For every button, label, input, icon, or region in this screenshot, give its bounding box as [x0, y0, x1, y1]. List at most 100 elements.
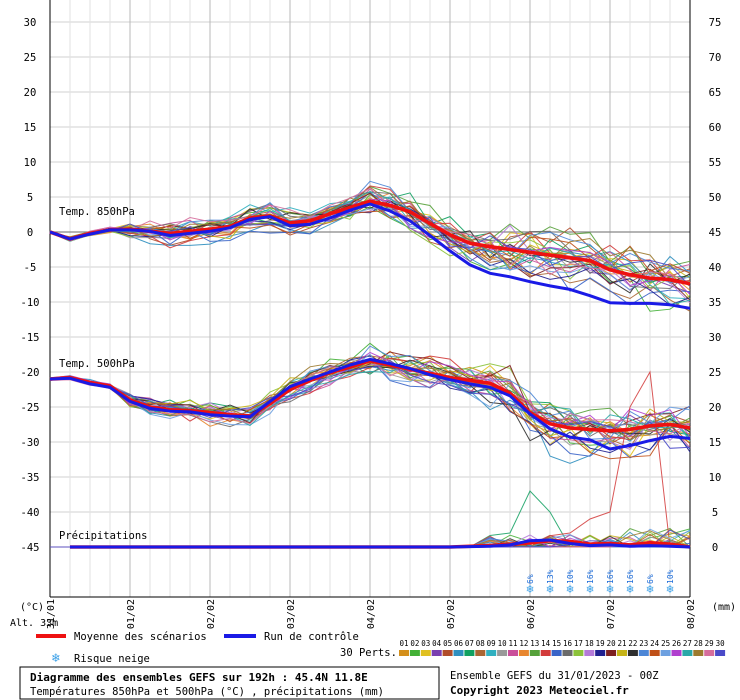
- snow-icon: ❄: [526, 582, 533, 596]
- left-tick-label: -10: [21, 297, 40, 309]
- pert-swatch: [649, 650, 660, 656]
- footer-copyright: Copyright 2023 Meteociel.fr: [450, 684, 629, 697]
- left-tick-label: 15: [24, 122, 37, 134]
- pert-swatch: [486, 650, 497, 656]
- pert-number: 24: [650, 639, 660, 648]
- pert-number: 22: [628, 639, 637, 648]
- pert-swatch: [704, 650, 715, 656]
- left-tick-label: -5: [24, 262, 37, 274]
- pert-swatch: [693, 650, 704, 656]
- snow-risk-percent: 10%: [666, 569, 675, 584]
- left-tick-label: -25: [21, 402, 40, 414]
- right-tick-label: 70: [709, 52, 722, 64]
- pert-number: 03: [421, 639, 430, 648]
- pert-swatch: [420, 650, 431, 656]
- pert-swatch: [715, 650, 726, 656]
- snow-icon: ❄: [666, 582, 673, 596]
- left-tick-label: -15: [21, 332, 40, 344]
- right-tick-label: 40: [709, 262, 722, 274]
- pert-swatch: [508, 650, 518, 656]
- pert-number: 09: [487, 639, 496, 648]
- legend-control-label: Run de contrôle: [264, 631, 359, 643]
- snow-risk-percent: 16%: [586, 569, 595, 584]
- footer-run: Ensemble GEFS du 31/01/2023 - 00Z: [450, 670, 659, 682]
- snow-icon: ❄: [626, 582, 633, 596]
- right-tick-label: 50: [709, 192, 722, 204]
- legend-snow-label: Risque neige: [74, 653, 150, 665]
- pert-swatch: [431, 650, 442, 656]
- pert-number: 02: [410, 639, 419, 648]
- control-line: [70, 538, 691, 549]
- right-tick-label: 30: [709, 332, 722, 344]
- x-date-label: 04/02: [366, 599, 377, 629]
- pert-line: [49, 192, 691, 301]
- right-tick-label: 10: [709, 472, 722, 484]
- left-tick-label: 20: [24, 87, 37, 99]
- left-axis-ticks: 30 25 20 15 10 5 0 -5 -10 -15 -20 -25 -30 -35 -40 -45: [21, 17, 40, 554]
- left-tick-label: -35: [21, 472, 40, 484]
- legend-snow-icon: ❄: [51, 651, 60, 666]
- snow-risk-percent: 6%: [526, 574, 535, 584]
- legend-perts-label: 30 Perts.: [340, 647, 397, 659]
- pert-number: 21: [617, 639, 626, 648]
- snow-icon: ❄: [586, 582, 593, 596]
- pert-number: 17: [574, 639, 583, 648]
- footer-subtitle: Températures 850hPa et 500hPa (°C) , pré…: [30, 686, 384, 698]
- pert-swatch: [617, 650, 627, 656]
- pert-line: [49, 180, 691, 272]
- control-line: [49, 357, 691, 451]
- left-tick-label: 0: [27, 227, 33, 239]
- right-tick-label: 15: [709, 437, 722, 449]
- section-labels: Temp. 850hPa Temp. 500hPa Précipitations: [59, 206, 148, 542]
- pert-swatch: [399, 650, 409, 656]
- altitude-label: Alt. 33m: [10, 618, 58, 629]
- pert-swatch: [682, 650, 693, 656]
- left-tick-label: -30: [21, 437, 40, 449]
- left-tick-label: -40: [21, 507, 40, 519]
- pert-swatch: [573, 650, 584, 656]
- right-tick-label: 65: [709, 87, 722, 99]
- snow-risk-percent: 6%: [646, 574, 655, 584]
- section-label: Temp. 850hPa: [59, 206, 135, 218]
- snow-icon: ❄: [606, 582, 613, 596]
- pert-line: [49, 363, 691, 449]
- chart-grid: [49, 0, 691, 598]
- pert-number: 23: [639, 639, 648, 648]
- right-tick-label: 5: [712, 507, 718, 519]
- pert-number: 05: [443, 639, 452, 648]
- x-axis-dates: 31/01 01/02 02/02 03/02 04/02 05/02 06/02 07/02…: [46, 599, 697, 629]
- pert-swatch: [638, 650, 649, 656]
- pert-swatch: [464, 650, 475, 656]
- pert-swatch: [518, 650, 529, 656]
- pert-number: 28: [694, 639, 704, 648]
- left-tick-label: 25: [24, 52, 37, 64]
- snow-icon: ❄: [566, 582, 573, 596]
- pert-swatch: [627, 650, 638, 656]
- pert-number: 04: [432, 639, 442, 648]
- snow-risk-markers: 6%❄13%❄10%❄16%❄16%❄16%❄6%❄10%❄: [526, 569, 675, 596]
- pert-line: [49, 360, 691, 436]
- pert-number: 10: [498, 639, 508, 648]
- pert-line: [49, 207, 691, 291]
- pert-number: 13: [530, 639, 539, 648]
- x-date-label: 08/02: [686, 599, 697, 629]
- left-tick-label: 30: [24, 17, 37, 29]
- pert-number: 19: [596, 639, 605, 648]
- pert-number: 06: [454, 639, 464, 648]
- left-tick-label: -20: [21, 367, 40, 379]
- right-tick-label: 20: [709, 402, 722, 414]
- snow-risk-percent: 16%: [606, 569, 615, 584]
- legend: Moyenne des scénarios Run de contrôle ❄ …: [36, 631, 726, 666]
- pert-swatch: [595, 650, 606, 656]
- pert-swatch: [442, 650, 453, 656]
- pert-number: 20: [607, 639, 617, 648]
- pert-swatch: [562, 650, 573, 656]
- snow-icon: ❄: [646, 582, 653, 596]
- pert-swatch: [606, 650, 617, 656]
- snow-risk-percent: 16%: [626, 569, 635, 584]
- x-date-label: 05/02: [446, 599, 457, 629]
- pert-swatch: [540, 650, 551, 656]
- x-date-label: 01/02: [126, 599, 137, 629]
